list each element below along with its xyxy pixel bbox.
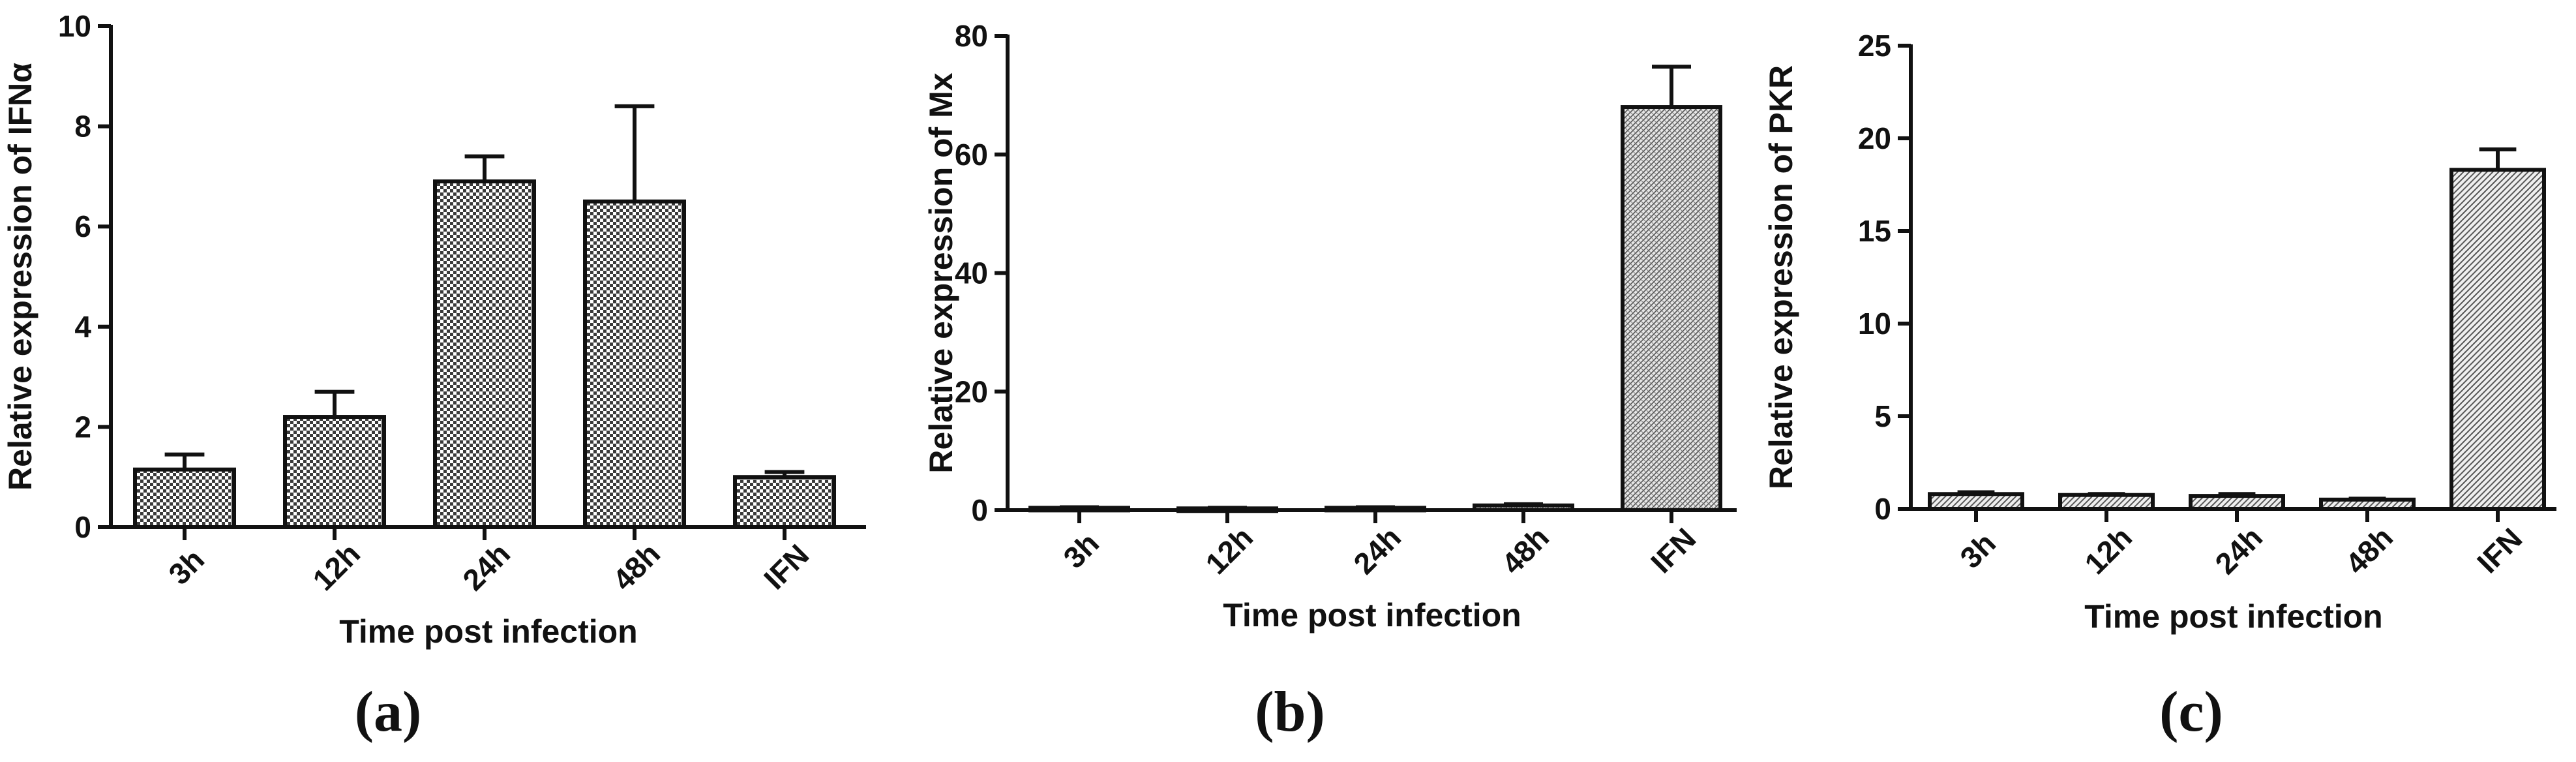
bar-ifn	[1621, 105, 1722, 513]
y-axis-title: Relative expression of IFNα	[2, 63, 38, 491]
x-tick-label: 24h	[456, 536, 517, 597]
x-axis-title: Time post infection	[1223, 597, 1521, 633]
x-tick-label: IFN	[757, 538, 815, 596]
y-axis-title: Relative expression of PKR	[1763, 65, 1799, 489]
y-tick-label: 10	[58, 9, 91, 43]
y-tick-label: 4	[74, 310, 91, 344]
y-tick-label: 80	[955, 19, 988, 53]
x-axis-title: Time post infection	[2084, 598, 2382, 635]
x-tick-label: 24h	[1347, 520, 1407, 581]
y-tick-label: 5	[1874, 399, 1891, 433]
chart-panel-a: 0 2 4 6 8 10 3h 12h 24h 48h IFN Time post infection…	[2, 9, 866, 650]
y-tick-label: 60	[955, 138, 988, 172]
y-tick-label: 6	[74, 209, 91, 243]
x-tick-label: 12h	[306, 536, 367, 597]
panel-label-b: (b)	[1255, 680, 1325, 744]
x-tick-label: IFN	[2470, 521, 2528, 579]
y-tick-label: 8	[74, 110, 91, 144]
bar-12h	[2058, 493, 2155, 511]
bar-12h	[283, 415, 386, 529]
x-tick-label: 3h	[1056, 526, 1105, 575]
x-tick-label: IFN	[1644, 521, 1702, 579]
y-tick-label: 0	[971, 493, 988, 527]
y-tick-label: 15	[1858, 214, 1891, 248]
y-tick-label: 40	[955, 256, 988, 290]
x-tick-label: 48h	[1495, 520, 1555, 581]
x-tick-label: 12h	[2078, 520, 2138, 581]
bar-3h	[1928, 492, 2024, 511]
chart-panel-b: 0 20 40 60 80 3h 12h 24h 48h IFN Time post infecti…	[923, 19, 1737, 633]
x-tick-label: 3h	[162, 542, 211, 591]
y-tick-label: 0	[74, 510, 91, 544]
bar-3h	[133, 467, 236, 529]
y-axis-title: Relative expression of Mx	[923, 72, 959, 473]
x-tick-label: 24h	[2208, 520, 2269, 581]
bar-24h	[433, 179, 536, 529]
y-tick-label: 25	[1858, 29, 1891, 63]
bar-48h	[583, 199, 686, 529]
x-tick-label: 3h	[1953, 526, 2002, 575]
y-tick-label: 10	[1858, 307, 1891, 341]
y-tick-label: 2	[74, 410, 91, 444]
y-tick-label: 20	[1858, 121, 1891, 155]
bar-ifn	[733, 475, 836, 530]
x-axis-title: Time post infection	[339, 613, 637, 650]
x-tick-label: 48h	[606, 536, 666, 597]
panel-label-a: (a)	[355, 680, 422, 744]
x-tick-label: 48h	[2339, 520, 2399, 581]
x-tick-label: 12h	[1199, 520, 1259, 581]
panel-label-c: (c)	[2159, 680, 2223, 744]
y-tick-label: 0	[1874, 492, 1891, 526]
y-tick-label: 20	[955, 374, 988, 408]
chart-panel-c: 0 5 10 15 20 25 3h 12h 24h 48h IFN Time post infect…	[1763, 29, 2556, 635]
bar-ifn	[2449, 168, 2546, 511]
